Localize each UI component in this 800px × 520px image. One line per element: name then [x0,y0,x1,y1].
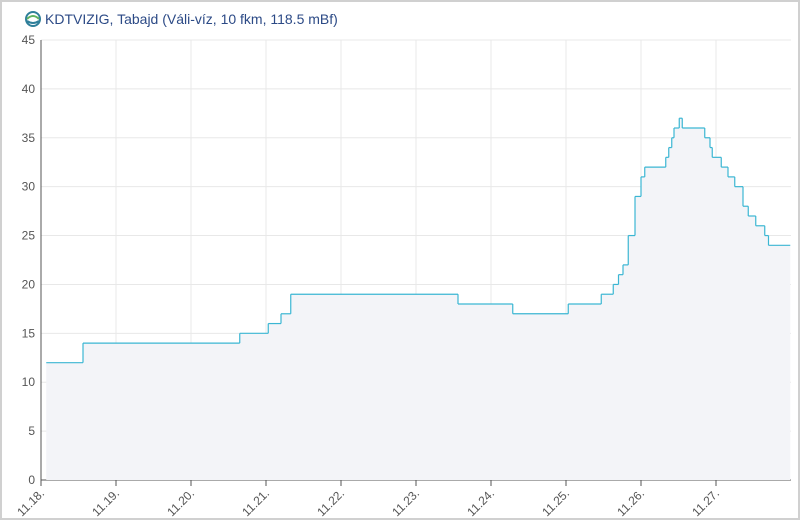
y-tick-label: 5 [28,424,35,438]
y-tick-label: 10 [22,375,36,389]
y-tick-label: 20 [22,277,36,291]
y-tick-label: 0 [28,473,35,487]
area-fill [46,118,791,480]
y-tick-label: 45 [22,33,36,47]
y-tick-label: 15 [22,326,36,340]
chart-title: KDTVIZIG, Tabajd (Váli-víz, 10 fkm, 118.… [45,11,338,27]
y-tick-label: 25 [22,229,36,243]
y-tick-label: 40 [22,82,36,96]
y-tick-label: 35 [22,131,36,145]
y-tick-label: 30 [22,180,36,194]
logo [25,11,41,27]
